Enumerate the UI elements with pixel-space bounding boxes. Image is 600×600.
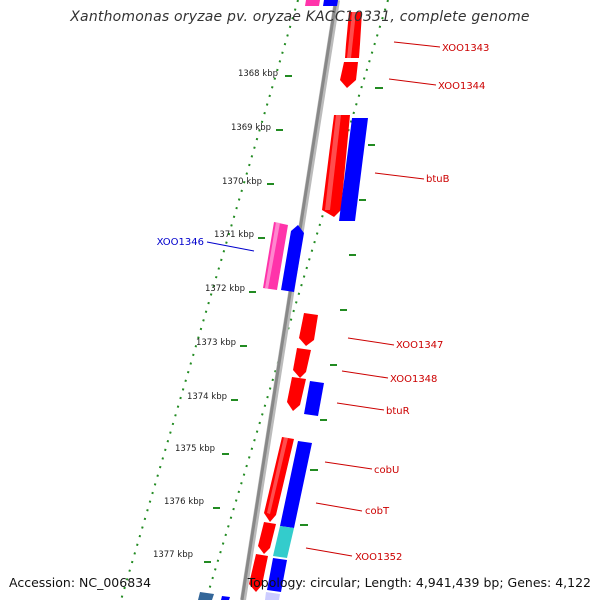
label-leaders-forward bbox=[305, 41, 441, 557]
gene-label-xoo1343[interactable]: XOO1343 bbox=[442, 43, 489, 54]
tick-label-1370: 1370 kbp bbox=[222, 177, 262, 187]
gene-xoo1346-highlight bbox=[265, 222, 280, 289]
gene-label-cobt[interactable]: cobT bbox=[365, 506, 390, 517]
gene-btub-reverse[interactable] bbox=[339, 118, 368, 221]
gene-label-btur[interactable]: btuR bbox=[386, 406, 410, 417]
accession-text: Accession: NC_006834 bbox=[9, 575, 152, 590]
tick-label-1374: 1374 kbp bbox=[187, 392, 227, 402]
gene-label-xoo1346[interactable]: XOO1346 bbox=[157, 237, 204, 248]
gene-xoo1352-forward[interactable] bbox=[258, 522, 276, 554]
gene-bottom-steel[interactable] bbox=[198, 592, 214, 600]
gene-label-xoo1348[interactable]: XOO1348 bbox=[390, 374, 437, 385]
gene-top-blue[interactable] bbox=[323, 0, 338, 6]
gene-label-xoo1347[interactable]: XOO1347 bbox=[396, 340, 443, 351]
tick-label-1369: 1369 kbp bbox=[231, 123, 271, 133]
label-leader-reverse bbox=[206, 241, 255, 252]
gene-cobt-reverse[interactable] bbox=[280, 441, 312, 528]
gene-btur-reverse[interactable] bbox=[304, 381, 324, 416]
tick-label-1376: 1376 kbp bbox=[164, 497, 204, 507]
tick-label-1371: 1371 kbp bbox=[214, 230, 254, 240]
gene-xoo1346-reverse[interactable] bbox=[281, 225, 304, 292]
tick-label-1372: 1372 kbp bbox=[205, 284, 245, 294]
gene-top-pink[interactable] bbox=[305, 0, 320, 6]
tick-label-1377: 1377 kbp bbox=[153, 550, 193, 560]
gene-xoo1352-reverse[interactable] bbox=[267, 558, 287, 592]
tick-label-1375: 1375 kbp bbox=[175, 444, 215, 454]
gene-label-cobu[interactable]: cobU bbox=[374, 465, 399, 476]
gene-label-xoo1344[interactable]: XOO1344 bbox=[438, 81, 485, 92]
gene-xoo1344[interactable] bbox=[340, 62, 358, 88]
gene-cobt-misc[interactable] bbox=[273, 526, 294, 558]
outer-tick-track bbox=[205, 0, 389, 600]
tick-label-1368: 1368 kbp bbox=[238, 69, 278, 79]
gene-xoo1352-forward-2[interactable] bbox=[249, 554, 268, 592]
gene-xoo1348[interactable] bbox=[293, 348, 311, 378]
gene-bottom-pale bbox=[265, 592, 280, 600]
gene-label-xoo1352[interactable]: XOO1352 bbox=[355, 552, 402, 563]
gene-cobu-highlight bbox=[267, 437, 288, 514]
gene-bottom-blue[interactable] bbox=[221, 596, 230, 600]
backbone bbox=[240, 0, 338, 600]
genome-title: Xanthomonas oryzae pv. oryzae KACC10331,… bbox=[70, 9, 530, 25]
gene-btub-highlight bbox=[325, 115, 341, 210]
tick-marks bbox=[204, 75, 383, 563]
gene-label-btub[interactable]: btuB bbox=[426, 174, 450, 185]
tick-label-1373: 1373 kbp bbox=[196, 338, 236, 348]
gene-xoo1343-highlight bbox=[347, 12, 356, 58]
gene-xoo1347[interactable] bbox=[299, 313, 318, 346]
gene-btur-forward[interactable] bbox=[287, 377, 306, 411]
topology-text: Topology: circular; Length: 4,941,439 bp… bbox=[247, 575, 591, 590]
